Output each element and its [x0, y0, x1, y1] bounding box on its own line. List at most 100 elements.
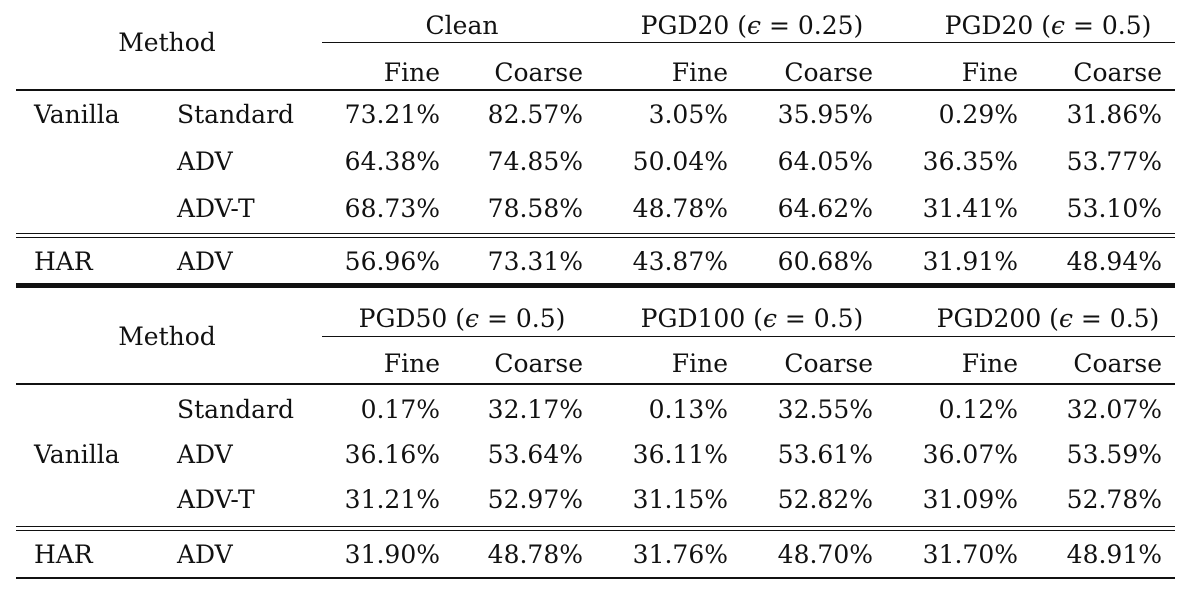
column-group-header: PGD20 (ϵ = 0.25): [641, 11, 864, 41]
table-cell: 73.21%: [344, 100, 440, 129]
table-cell: 0.13%: [648, 395, 728, 424]
group-label-suffix: = 0.5): [776, 304, 864, 333]
row-group-label: Vanilla: [34, 440, 120, 469]
column-subheader: Coarse: [494, 58, 583, 87]
column-subheader: Fine: [671, 58, 728, 87]
table-cell: 64.62%: [777, 194, 873, 223]
column-subheader: Fine: [961, 58, 1018, 87]
table-cell: 35.95%: [777, 100, 873, 129]
group-label-suffix: = 0.25): [761, 11, 864, 40]
table-cell: 31.76%: [632, 540, 728, 569]
table-cell: 36.11%: [632, 440, 728, 469]
table-cell: 43.87%: [632, 247, 728, 276]
group-label-suffix: Clean: [425, 11, 499, 40]
table-cell: 64.38%: [344, 147, 440, 176]
table-cell: 0.29%: [938, 100, 1018, 129]
table-cell: 52.78%: [1066, 485, 1162, 514]
table-cell: 0.17%: [360, 395, 440, 424]
table-rule: [322, 42, 1175, 43]
table-cell: 31.86%: [1066, 100, 1162, 129]
epsilon-symbol: ϵ: [1050, 11, 1066, 40]
table-cell: 36.16%: [344, 440, 440, 469]
row-method-label: ADV-T: [177, 194, 255, 223]
epsilon-symbol: ϵ: [464, 304, 480, 333]
table-cell: 48.94%: [1066, 247, 1162, 276]
column-group-header: PGD100 (ϵ = 0.5): [641, 304, 864, 334]
table-cell: 48.91%: [1066, 540, 1162, 569]
column-subheader: Coarse: [1073, 349, 1162, 378]
table-cell: 60.68%: [777, 247, 873, 276]
column-group-header: PGD50 (ϵ = 0.5): [359, 304, 566, 334]
method-header: Method: [118, 28, 216, 57]
table-cell: 53.61%: [777, 440, 873, 469]
table-cell: 32.07%: [1066, 395, 1162, 424]
table-rule: [16, 237, 1175, 238]
table-cell: 3.05%: [648, 100, 728, 129]
table-cell: 53.10%: [1066, 194, 1162, 223]
table-rule: [16, 530, 1175, 531]
table-cell: 74.85%: [487, 147, 583, 176]
group-label-suffix: = 0.5): [479, 304, 566, 333]
row-method-label: ADV: [177, 540, 233, 569]
epsilon-symbol: ϵ: [762, 304, 777, 333]
table-cell: 52.97%: [487, 485, 583, 514]
table-cell: 31.09%: [922, 485, 1018, 514]
table-cell: 53.77%: [1066, 147, 1162, 176]
table-cell: 53.59%: [1066, 440, 1162, 469]
column-subheader: Coarse: [494, 349, 583, 378]
group-label-prefix: PGD200 (: [936, 304, 1059, 333]
table-cell: 64.05%: [777, 147, 873, 176]
row-method-label: ADV-T: [177, 485, 255, 514]
table-cell: 53.64%: [487, 440, 583, 469]
group-label-prefix: PGD50 (: [358, 304, 465, 333]
table-cell: 48.78%: [487, 540, 583, 569]
group-label-suffix: = 0.5): [1072, 304, 1160, 333]
row-method-label: Standard: [177, 100, 295, 129]
group-label-prefix: PGD20 (: [944, 11, 1051, 40]
table-cell: 0.12%: [938, 395, 1018, 424]
table-cell: 31.21%: [344, 485, 440, 514]
table-cell: 32.17%: [487, 395, 583, 424]
table-cell: 32.55%: [777, 395, 873, 424]
group-label-prefix: PGD20 (: [640, 11, 748, 40]
row-method-label: ADV: [177, 440, 233, 469]
column-subheader: Coarse: [784, 349, 873, 378]
table-cell: 36.07%: [922, 440, 1018, 469]
method-header: Method: [118, 322, 216, 351]
row-group-label: HAR: [34, 540, 93, 569]
table-cell: 31.15%: [632, 485, 728, 514]
column-group-header: Clean: [426, 11, 499, 41]
table-cell: 31.41%: [922, 194, 1018, 223]
row-method-label: ADV: [177, 247, 233, 276]
table-cell: 48.70%: [777, 540, 873, 569]
table-cell: 48.78%: [632, 194, 728, 223]
table-rule: [16, 233, 1175, 234]
table-cell: 31.70%: [922, 540, 1018, 569]
row-group-label: HAR: [34, 247, 93, 276]
table-rule: [16, 577, 1175, 579]
table-cell: 68.73%: [344, 194, 440, 223]
table-cell: 82.57%: [487, 100, 583, 129]
column-subheader: Fine: [383, 58, 440, 87]
column-subheader: Coarse: [1073, 58, 1162, 87]
table-rule: [322, 336, 1175, 337]
group-label-suffix: = 0.5): [1065, 11, 1152, 40]
table-cell: 78.58%: [487, 194, 583, 223]
row-group-label: Vanilla: [34, 100, 120, 129]
epsilon-symbol: ϵ: [1058, 304, 1073, 333]
row-method-label: ADV: [177, 147, 233, 176]
column-subheader: Coarse: [784, 58, 873, 87]
table-cell: 36.35%: [922, 147, 1018, 176]
table-rule: [16, 383, 1175, 385]
table-cell: 73.31%: [487, 247, 583, 276]
column-subheader: Fine: [671, 349, 728, 378]
column-subheader: Fine: [961, 349, 1018, 378]
table-cell: 52.82%: [777, 485, 873, 514]
table-rule: [16, 283, 1175, 288]
table-cell: 56.96%: [344, 247, 440, 276]
table-rule: [16, 89, 1175, 91]
row-method-label: Standard: [177, 395, 295, 424]
group-label-prefix: PGD100 (: [640, 304, 763, 333]
table-cell: 50.04%: [632, 147, 728, 176]
table-cell: 31.91%: [922, 247, 1018, 276]
